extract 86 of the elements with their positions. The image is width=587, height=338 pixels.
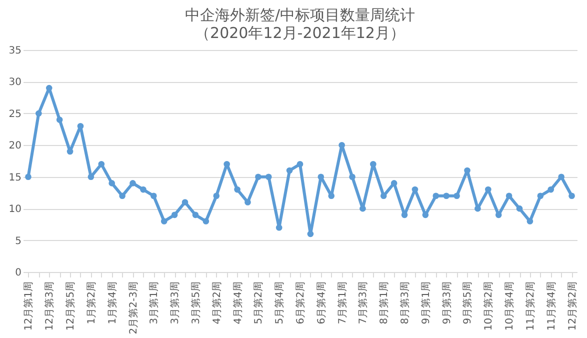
point — [88, 174, 94, 180]
point — [150, 192, 157, 200]
point — [558, 174, 564, 180]
x-tick-label: 11月第4周 — [545, 282, 558, 331]
x-tick-label: 8月第3周 — [399, 282, 412, 324]
x-tick-label: 6月第4周 — [315, 282, 328, 324]
point — [495, 212, 502, 218]
x-tick-label: 5月第2周 — [252, 282, 265, 324]
point — [130, 180, 136, 186]
point — [171, 212, 178, 218]
x-tick-label: 12月第3周 — [44, 282, 56, 331]
point — [464, 167, 470, 174]
x-tick-label: 3月第1周 — [148, 282, 160, 324]
point — [108, 180, 116, 186]
point — [307, 230, 314, 238]
point — [296, 161, 304, 168]
point — [454, 192, 460, 200]
point — [56, 116, 63, 123]
point — [338, 142, 345, 148]
point — [25, 174, 32, 180]
point — [390, 180, 398, 186]
x-tick-label: 3月第3周 — [169, 282, 182, 324]
x-tick-label: 7月第1周 — [336, 282, 348, 324]
x-tick-label: 1月第4周 — [106, 282, 118, 324]
y-tick-label: 15 — [8, 172, 22, 184]
x-tick-label: 3月第5周 — [190, 282, 202, 324]
x-tick-label: 5月第4周 — [274, 282, 286, 324]
chart-subtitle: （2020年12月-2021年12月） — [195, 24, 405, 42]
x-tick-label: 9月第5周 — [462, 282, 474, 324]
point — [140, 186, 146, 193]
point — [276, 224, 282, 231]
point — [568, 192, 575, 200]
x-tick-label: 4月第2周 — [210, 282, 223, 324]
x-tick-label: 7月第3周 — [357, 282, 370, 324]
point — [265, 174, 272, 180]
x-tick-label: 6月第2周 — [294, 282, 306, 324]
x-tick-label: 8月第1周 — [378, 282, 390, 324]
point — [422, 212, 429, 218]
point — [318, 174, 324, 180]
x-tick-label: 10月第4周 — [504, 282, 516, 331]
point — [244, 199, 251, 206]
point — [119, 192, 126, 200]
point — [506, 192, 512, 200]
x-tick-label: 2月第2-3周 — [127, 282, 140, 334]
point — [548, 186, 554, 193]
x-tick-label: 4月第4周 — [232, 282, 244, 324]
y-tick-label: 5 — [15, 236, 22, 247]
point — [474, 205, 481, 212]
point — [182, 199, 188, 206]
point — [328, 192, 335, 200]
x-tick-label: 9月第1周 — [420, 282, 432, 324]
x-tick-label: 1月第2周 — [85, 282, 98, 324]
point — [255, 174, 262, 180]
y-tick-label: 25 — [8, 108, 22, 120]
x-tick-label: 12月第2周 — [566, 282, 578, 331]
point — [160, 218, 168, 224]
point — [77, 122, 84, 130]
point — [234, 186, 240, 193]
point — [432, 192, 440, 200]
point — [46, 84, 52, 92]
x-tick-label: 11月第2周 — [524, 282, 536, 331]
point — [360, 205, 366, 212]
chart-title: 中企海外新签/中标项目数量周统计 — [184, 6, 416, 24]
point — [380, 192, 387, 200]
point — [537, 192, 544, 200]
y-tick-label: 30 — [8, 77, 22, 88]
x-tick-label: 10月第2周 — [482, 282, 495, 331]
point — [443, 192, 450, 200]
y-tick-label: 10 — [8, 204, 22, 216]
point — [286, 167, 293, 174]
point — [202, 218, 210, 224]
point — [66, 148, 74, 155]
y-tick-label: 35 — [8, 46, 22, 56]
point — [98, 161, 105, 168]
x-tick-label: 12月第1周 — [22, 282, 35, 331]
point — [213, 192, 220, 200]
point — [526, 218, 534, 224]
x-tick-label: 9月第3周 — [440, 282, 453, 324]
y-tick-label: 20 — [8, 140, 22, 152]
x-tick-label: 12月第5周 — [64, 282, 77, 331]
y-tick-label: 0 — [15, 268, 22, 278]
point — [401, 212, 408, 218]
point — [192, 212, 199, 218]
point — [349, 174, 356, 180]
point — [36, 110, 42, 117]
point — [516, 205, 523, 212]
